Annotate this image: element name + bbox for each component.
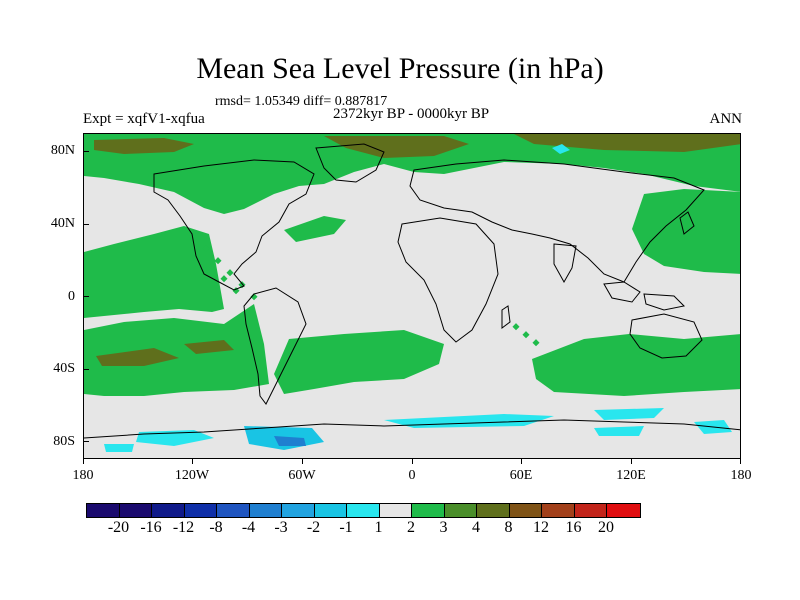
x-label-0: 0 [408, 468, 416, 483]
x-tick [412, 458, 413, 464]
field-arctic-high-3 [514, 134, 740, 152]
field-satlantic-positive [274, 330, 444, 394]
y-tick [83, 151, 89, 152]
period-label: 2372kyr BP - 0000kyr BP [332, 106, 490, 122]
x-label-120w: 120W [174, 468, 210, 483]
colorbar-label: -12 [172, 519, 195, 536]
colorbar-box [574, 504, 607, 517]
colorbar-box [444, 504, 477, 517]
field-antarctic-negative-6 [594, 426, 644, 436]
colorbar-box [542, 504, 575, 517]
x-tick [83, 458, 84, 464]
colorbar-label: -3 [274, 519, 288, 536]
y-label-0: 0 [68, 289, 75, 304]
colorbar-box [509, 504, 542, 517]
field-hatch-samerica [202, 245, 540, 347]
colorbar-box [119, 504, 152, 517]
colorbar-box [314, 504, 347, 517]
x-tick [740, 458, 741, 464]
field-arctic-high [94, 138, 194, 154]
x-tick [302, 458, 303, 464]
field-sbrown-2 [184, 340, 234, 354]
x-label-60w: 60W [288, 468, 316, 483]
coastlines [84, 143, 740, 439]
colorbar-label: -16 [140, 519, 162, 536]
colorbar-label: 2 [407, 519, 415, 536]
map-plot [83, 133, 741, 459]
field-natlantic-positive [284, 216, 346, 242]
field-arctic-positive [84, 134, 740, 214]
x-label-180w: 180 [72, 468, 94, 483]
colorbar-label: -8 [209, 519, 223, 536]
colorbar-label: -2 [306, 519, 321, 536]
field-antarctic-negative-8 [104, 444, 134, 452]
y-tick [83, 296, 89, 297]
colorbar-box [217, 504, 250, 517]
field-antarctic-negative-3 [274, 436, 306, 446]
colorbar [86, 503, 641, 518]
colorbar-box [184, 504, 217, 517]
colorbar-label: 1 [374, 519, 383, 536]
colorbar-label: 8 [504, 519, 513, 536]
season-label: ANN [709, 111, 743, 127]
colorbar-label: 16 [565, 519, 582, 536]
field-spacific-positive [84, 304, 269, 396]
map-field [84, 134, 740, 458]
colorbar-box [347, 504, 380, 517]
colorbar-box [379, 504, 412, 517]
field-arctic-high-2 [324, 136, 469, 158]
y-label-40n: 40N [50, 216, 75, 231]
colorbar-label: 12 [533, 519, 549, 536]
field-sbrown-1 [96, 348, 179, 366]
colorbar-label: 4 [472, 519, 480, 536]
y-tick [83, 224, 89, 225]
field-wpacific-positive [632, 189, 740, 274]
chart-title: Mean Sea Level Pressure (in hPa) [196, 52, 604, 85]
y-label-40s: 40S [53, 361, 75, 376]
x-tick [521, 458, 522, 464]
y-tick [83, 441, 89, 442]
colorbar-box [249, 504, 282, 517]
experiment-label: Expt = xqfV1-xqfua [83, 111, 205, 127]
colorbar-label: -20 [107, 519, 130, 536]
colorbar-label: -1 [339, 519, 353, 536]
colorbar-label: 3 [439, 519, 448, 536]
colorbar-box [477, 504, 510, 517]
x-label-60e: 60E [509, 468, 533, 483]
colorbar-box [607, 504, 640, 517]
field-sindian-positive [532, 334, 740, 396]
colorbar-label: 20 [598, 519, 614, 536]
colorbar-box [152, 504, 185, 517]
x-tick [192, 458, 193, 464]
x-tick [631, 458, 632, 464]
colorbar-label: -4 [241, 519, 256, 536]
x-label-180e: 180 [730, 468, 752, 483]
y-label-80n: 80N [50, 143, 75, 158]
field-npacific-positive [84, 226, 224, 318]
field-antarctic-negative-5 [594, 408, 664, 420]
x-label-120e: 120E [616, 468, 646, 483]
y-label-80s: 80S [53, 434, 75, 449]
stats-text: rmsd= 1.05349 diff= 0.887817 [215, 94, 388, 109]
colorbar-box [87, 504, 120, 517]
colorbar-box [412, 504, 445, 517]
colorbar-box [282, 504, 315, 517]
y-tick [83, 369, 89, 370]
field-arctic-negative [552, 144, 570, 154]
